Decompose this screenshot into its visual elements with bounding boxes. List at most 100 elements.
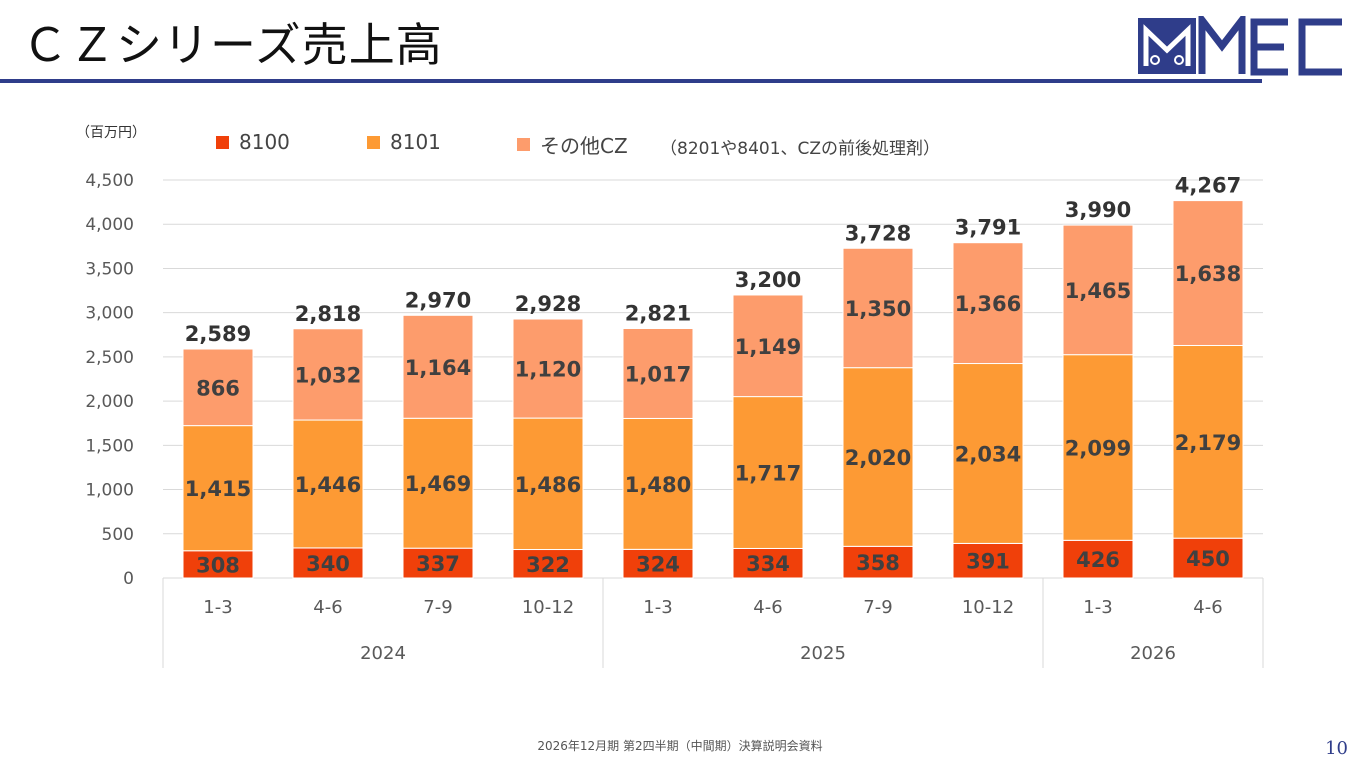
y-tick-label: 1,500 (85, 436, 134, 456)
legend-swatch-other (517, 138, 530, 151)
bar-segment-8100 (512, 549, 584, 579)
logo-mark-node (1174, 55, 1184, 65)
x-group-label: 2024 (360, 643, 406, 664)
legend-note: （8201や8401、CZの前後処理剤） (660, 139, 941, 159)
company-logo (1138, 16, 1342, 76)
data-label: 1,032 (295, 363, 361, 387)
total-label: 3,728 (845, 221, 911, 245)
data-label: 1,350 (845, 297, 911, 321)
x-group-label: 2025 (800, 643, 846, 664)
legend-label-8100: 8100 (239, 130, 290, 154)
data-label: 1,120 (515, 358, 581, 382)
logo-mark-node (1150, 55, 1160, 65)
x-tick-label: 1-3 (1083, 597, 1112, 618)
data-label: 337 (416, 552, 460, 576)
x-tick-label: 1-3 (643, 597, 672, 618)
total-label: 3,990 (1065, 198, 1131, 222)
x-tick-label: 1-3 (203, 597, 232, 618)
y-tick-label: 3,000 (85, 304, 134, 324)
bar-segment-8100 (1172, 537, 1244, 579)
data-label: 866 (196, 376, 240, 400)
data-label: 324 (636, 553, 680, 577)
bar-segment-other (622, 327, 694, 419)
total-label: 2,818 (295, 302, 361, 326)
data-label: 1,366 (955, 292, 1021, 316)
y-tick-label: 2,500 (85, 348, 134, 368)
x-tick-label: 4-6 (753, 597, 782, 618)
legend-label-8101: 8101 (390, 130, 441, 154)
data-label: 2,099 (1065, 437, 1131, 461)
total-label: 4,267 (1175, 174, 1241, 198)
data-label: 340 (306, 552, 350, 576)
legend-swatch-8100 (216, 135, 229, 149)
data-label: 322 (526, 553, 570, 577)
bar-segment-8100 (182, 550, 254, 579)
total-label: 3,200 (735, 268, 801, 292)
total-label: 2,589 (185, 322, 251, 346)
bar-segment-other (182, 348, 254, 427)
legend-item-8100: 8100 (216, 130, 290, 154)
data-label: 1,446 (295, 473, 361, 497)
title-divider (0, 79, 1262, 83)
total-label: 2,821 (625, 301, 691, 325)
data-label: 334 (746, 552, 790, 576)
logo-letter-e (1250, 18, 1288, 76)
total-label: 2,970 (405, 288, 471, 312)
bar-segment-8101 (402, 417, 474, 549)
bar-segment-8101 (952, 363, 1024, 544)
y-tick-label: 4,000 (85, 215, 134, 235)
bar-segment-other (1062, 224, 1134, 356)
bar-segment-8101 (182, 425, 254, 552)
bar-segment-8100 (732, 547, 804, 579)
legend-item-8101: 8101 (367, 130, 441, 154)
data-label: 308 (196, 553, 240, 577)
data-label: 1,486 (515, 473, 581, 497)
bar-segment-8101 (512, 417, 584, 551)
legend-label-other: その他CZ (540, 134, 628, 158)
bar-segment-other (1172, 200, 1244, 346)
y-tick-label: 500 (102, 525, 134, 545)
bar-segment-8101 (292, 419, 364, 549)
data-label: 426 (1076, 548, 1120, 572)
data-label: 1,469 (405, 472, 471, 496)
data-label: 358 (856, 551, 900, 575)
total-label: 3,791 (955, 216, 1021, 240)
data-label: 2,179 (1175, 431, 1241, 455)
total-label: 2,928 (515, 292, 581, 316)
data-label: 1,480 (625, 473, 691, 497)
y-tick-label: 0 (123, 569, 134, 589)
legend-item-other: その他CZ (517, 130, 628, 159)
bar-segment-other (512, 318, 584, 419)
x-tick-label: 4-6 (313, 597, 342, 618)
x-tick-label: 7-9 (423, 597, 452, 618)
bar-segment-other (842, 247, 914, 369)
unit-label: （百万円） (76, 125, 146, 141)
page-number: 10 (1325, 738, 1348, 759)
logo-letter-c (1298, 18, 1342, 76)
data-label: 391 (966, 550, 1010, 574)
bar-segment-other (292, 328, 364, 421)
bar-segment-other (732, 294, 804, 398)
bar-segment-other (402, 314, 474, 419)
legend-swatch-8101 (367, 135, 380, 149)
data-label: 1,415 (185, 477, 251, 501)
data-label: 1,717 (735, 462, 801, 486)
y-tick-label: 4,500 (85, 171, 134, 191)
bar-segment-8101 (1172, 344, 1244, 539)
bar-segment-8101 (622, 417, 694, 550)
data-label: 1,465 (1065, 279, 1131, 303)
x-tick-label: 10-12 (522, 597, 574, 618)
data-label: 2,034 (955, 442, 1021, 466)
y-tick-label: 2,000 (85, 392, 134, 412)
footer-text: 2026年12月期 第2四半期（中間期）決算説明会資料 (537, 739, 823, 753)
y-tick-label: 1,000 (85, 481, 134, 501)
stacked-bar-chart: 0 500 1,000 1,500 2,000 2,500 3,000 3,500 4,000 4… (85, 171, 1264, 668)
bar-segment-8100 (402, 547, 474, 579)
logo-mark-m (1143, 24, 1191, 66)
bar-segment-8100 (842, 545, 914, 579)
x-tick-label: 7-9 (863, 597, 892, 618)
x-tick-label: 10-12 (962, 597, 1014, 618)
data-label: 1,638 (1175, 262, 1241, 286)
bar-segment-other (952, 242, 1024, 365)
y-tick-label: 3,500 (85, 259, 134, 279)
